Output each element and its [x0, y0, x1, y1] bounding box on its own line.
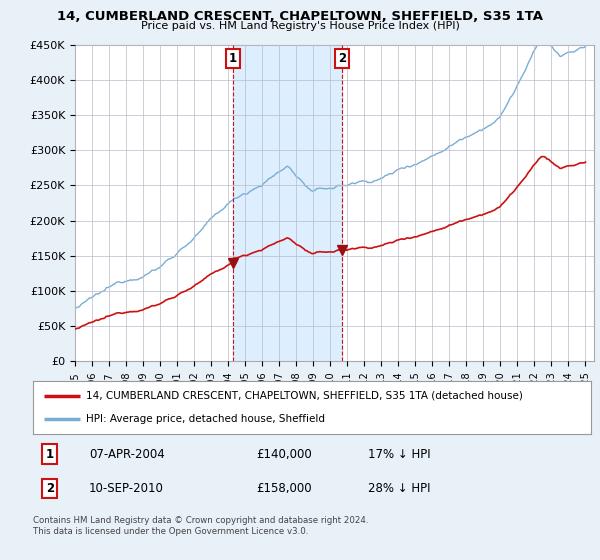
Text: HPI: Average price, detached house, Sheffield: HPI: Average price, detached house, Shef… — [86, 414, 325, 424]
Text: 17% ↓ HPI: 17% ↓ HPI — [368, 447, 430, 461]
Bar — [233, 45, 342, 361]
Text: 14, CUMBERLAND CRESCENT, CHAPELTOWN, SHEFFIELD, S35 1TA (detached house): 14, CUMBERLAND CRESCENT, CHAPELTOWN, SHE… — [86, 391, 523, 401]
Text: 07-APR-2004: 07-APR-2004 — [89, 447, 164, 461]
Text: Contains HM Land Registry data © Crown copyright and database right 2024.
This d: Contains HM Land Registry data © Crown c… — [33, 516, 368, 536]
Text: £158,000: £158,000 — [256, 482, 312, 495]
Text: 14, CUMBERLAND CRESCENT, CHAPELTOWN, SHEFFIELD, S35 1TA: 14, CUMBERLAND CRESCENT, CHAPELTOWN, SHE… — [57, 10, 543, 23]
Text: 1: 1 — [46, 447, 54, 461]
Text: Price paid vs. HM Land Registry's House Price Index (HPI): Price paid vs. HM Land Registry's House … — [140, 21, 460, 31]
Text: 2: 2 — [338, 53, 346, 66]
Text: 28% ↓ HPI: 28% ↓ HPI — [368, 482, 430, 495]
Text: 2: 2 — [46, 482, 54, 495]
Text: £140,000: £140,000 — [256, 447, 312, 461]
Text: 10-SEP-2010: 10-SEP-2010 — [89, 482, 164, 495]
Text: 1: 1 — [229, 53, 237, 66]
